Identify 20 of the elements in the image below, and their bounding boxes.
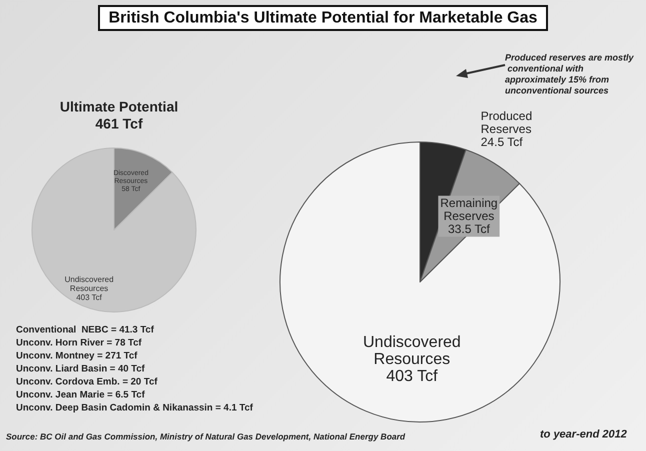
data-label: 33.5 Tcf [448, 222, 490, 236]
data-label: 403 Tcf [386, 368, 438, 385]
slice-label: Undiscovered Resources [362, 334, 461, 368]
text: Unconv. Jean Marie = 6.5 Tcf [16, 390, 146, 400]
text: Unconv. Horn River = 78 Tcf [16, 338, 142, 348]
chart-title: British Columbia's Ultimate Potential for Marketable Gas [108, 10, 538, 26]
text: Unconv. Cordova Emb. = 20 Tcf [16, 376, 158, 388]
data-label: 403 Tcf [76, 293, 103, 302]
slice-label: Produced Reserves [480, 109, 532, 136]
source-note: Source: BC Oil and Gas Commission, Ministry of Natural Gas Development, National Energy Board [6, 432, 406, 442]
text: Produced reserves are mostly conventional with approximately 15% from unconventional sources [505, 52, 635, 96]
slice-label: Undiscovered Resources [64, 275, 114, 294]
slice-label: Remaining Reserves [440, 196, 498, 224]
chart-title: Ultimate Potential 461 Tcf [60, 98, 178, 132]
text: Conventional NEBC = 41.3 Tcf [16, 324, 155, 336]
data-label: 24.5 Tcf [480, 135, 524, 150]
text: Unconv. Montney = 271 Tcf [16, 350, 138, 362]
text: Unconv. Liard Basin = 40 Tcf [16, 364, 146, 374]
text: to year-end 2012 [540, 428, 627, 440]
text: Unconv. Deep Basin Cadomin & Nikanassin = 4.1 Tcf [16, 402, 254, 414]
